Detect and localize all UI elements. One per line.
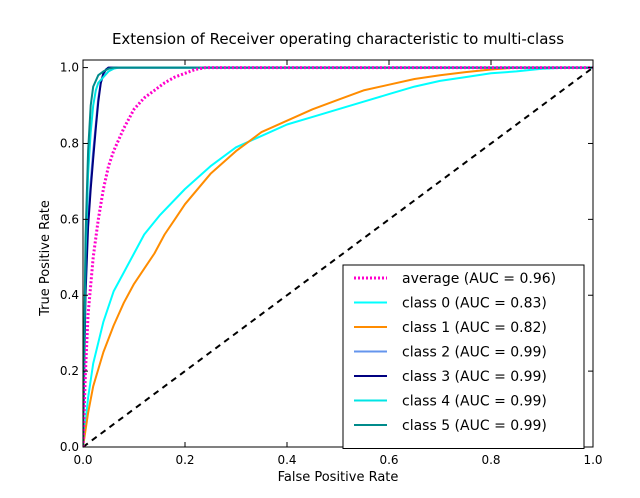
x-tick-label: 0.8 [481,453,500,467]
legend-label: class 2 (AUC = 0.99) [402,345,547,361]
x-tick-label: 0.0 [73,453,92,467]
x-tick-label: 0.6 [379,453,398,467]
legend-label: average (AUC = 0.96) [402,271,556,287]
legend-box [342,264,585,449]
legend-label: class 1 (AUC = 0.82) [402,320,547,336]
axis-ticks: 0.0 0.2 0.4 0.6 0.8 1.0 0.0 0.2 0.4 0.6 0.8 1.0 [60,60,603,467]
series-line-class-1 [83,66,593,448]
y-tick-label: 1.0 [60,61,79,75]
plot-border [82,59,594,448]
legend-label: class 0 (AUC = 0.83) [402,296,547,312]
x-tick-label: 0.2 [175,453,194,467]
series-line-average [83,66,593,448]
y-tick-label: 0.6 [60,212,79,226]
y-axis-label: True Positive Rate [38,200,53,317]
legend-label: class 3 (AUC = 0.99) [402,369,547,385]
legend: average (AUC = 0.96) class 0 (AUC = 0.83)… [342,264,585,449]
series-line-chance [83,66,594,448]
legend-label: class 4 (AUC = 0.99) [402,394,547,410]
series-layer [83,66,594,448]
y-tick-label: 0.2 [60,364,79,378]
x-tick-label: 1.0 [583,453,602,467]
y-tick-label: 0.8 [60,136,79,150]
series-line-class-5 [83,66,593,448]
series-line-class-0 [83,66,593,448]
x-tick-label: 0.4 [277,453,296,467]
y-tick-label: 0.0 [60,440,79,454]
x-axis-label: False Positive Rate [278,470,399,485]
y-tick-label: 0.4 [60,288,79,302]
chart-title: Extension of Receiver operating characte… [112,30,564,48]
legend-label: class 5 (AUC = 0.99) [402,418,547,434]
